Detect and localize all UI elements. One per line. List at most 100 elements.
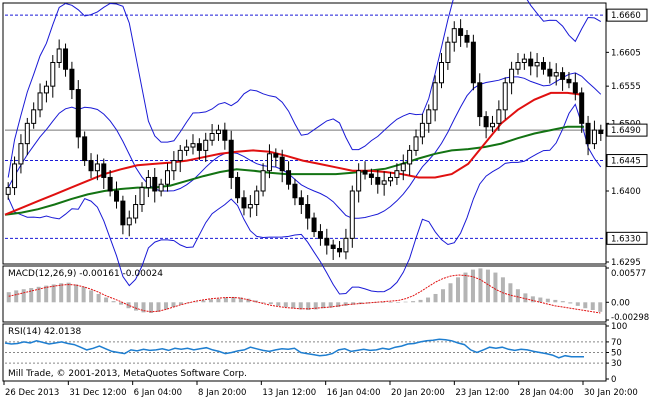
candle — [5, 182, 11, 200]
candle-body — [133, 204, 139, 219]
macd-bar — [59, 283, 64, 303]
candle — [171, 151, 177, 181]
candle — [419, 113, 425, 145]
candle — [451, 21, 457, 52]
candle — [266, 144, 272, 179]
candle-body — [394, 170, 400, 178]
candle — [139, 182, 145, 212]
candle — [69, 61, 75, 100]
candle — [18, 134, 24, 174]
candle — [209, 124, 215, 146]
macd-bar — [530, 296, 535, 303]
candle-body — [241, 197, 247, 209]
candle — [133, 195, 139, 224]
candle-body — [356, 170, 362, 192]
candle — [572, 73, 578, 101]
candle — [388, 172, 394, 187]
macd-bar — [14, 290, 19, 303]
candle-body — [458, 28, 464, 36]
rsi-axis-label: 50 — [611, 349, 622, 359]
candle — [12, 156, 18, 196]
candle-body — [266, 153, 272, 172]
candle-body — [145, 176, 151, 189]
macd-bar — [44, 285, 49, 303]
candle — [82, 131, 88, 166]
candle-body — [94, 163, 100, 172]
time-axis-label: 28 Jan 04:00 — [520, 388, 574, 398]
candle-body — [572, 82, 578, 94]
macd-bar — [66, 282, 71, 303]
candle — [190, 134, 196, 155]
macd-bar — [223, 297, 228, 303]
candle-body — [553, 72, 559, 77]
candle — [337, 241, 343, 258]
candle — [534, 53, 540, 78]
candle-body — [388, 176, 394, 182]
candle — [509, 61, 515, 95]
candle — [540, 57, 546, 75]
candle-body — [171, 160, 177, 172]
candle — [101, 158, 107, 189]
candle-body — [273, 153, 279, 158]
candle-body — [18, 143, 24, 165]
candle — [515, 53, 521, 75]
macd-bar — [36, 286, 41, 303]
candle — [349, 185, 355, 248]
candle — [458, 19, 464, 47]
candle-body — [426, 109, 432, 124]
candle — [254, 185, 260, 217]
candle-body — [31, 109, 37, 124]
candle-body — [381, 180, 387, 185]
macd-bar — [89, 290, 94, 303]
candle — [413, 129, 419, 156]
price-axis-box — [606, 154, 648, 168]
candle-body — [579, 92, 585, 124]
rsi-axis-label: 100 — [611, 322, 627, 332]
candle-body — [184, 146, 190, 151]
price-axis-label: 1.6555 — [611, 82, 641, 92]
candle-body — [534, 61, 540, 67]
macd-bar — [493, 272, 498, 303]
candle-body — [540, 61, 546, 70]
candle — [553, 63, 559, 86]
candle-body — [464, 34, 470, 43]
candle — [591, 120, 597, 150]
rsi-label: RSI(14) 42.0138 — [8, 327, 81, 337]
candle — [203, 132, 209, 162]
candle — [228, 130, 234, 189]
candle-body — [591, 129, 597, 145]
time-axis-label: 23 Jan 12:00 — [455, 388, 509, 398]
time-axis-label: 8 Jan 20:00 — [198, 388, 246, 398]
macd-bar — [171, 302, 176, 308]
candle — [196, 138, 202, 160]
macd-bar — [291, 302, 296, 309]
bollinger-upper — [7, 0, 602, 178]
macd-axis-label: -0.00298 — [611, 313, 649, 323]
macd-bar — [163, 302, 168, 310]
macd-bar — [508, 283, 513, 303]
macd-axis-label: 0.00577 — [611, 269, 646, 279]
macd-bar — [208, 299, 213, 303]
candle — [521, 53, 527, 70]
candle — [598, 124, 604, 141]
candle — [375, 170, 381, 194]
macd-bar — [156, 302, 161, 312]
price-axis-box — [606, 123, 648, 137]
candle-body — [12, 163, 18, 189]
macd-bar — [455, 277, 460, 303]
macd-bar — [411, 301, 416, 303]
candle-body — [158, 183, 164, 192]
macd-bar — [283, 302, 288, 308]
candle-body — [547, 68, 553, 77]
price-axis-box — [606, 8, 648, 22]
candle-body — [209, 133, 215, 141]
price-panel-frame — [2, 2, 607, 265]
candle-body — [228, 139, 234, 178]
candle — [24, 117, 30, 156]
candle-body — [24, 122, 30, 145]
candle — [184, 139, 190, 156]
candle — [107, 170, 113, 197]
candle-body — [509, 68, 515, 84]
candle — [502, 77, 508, 120]
